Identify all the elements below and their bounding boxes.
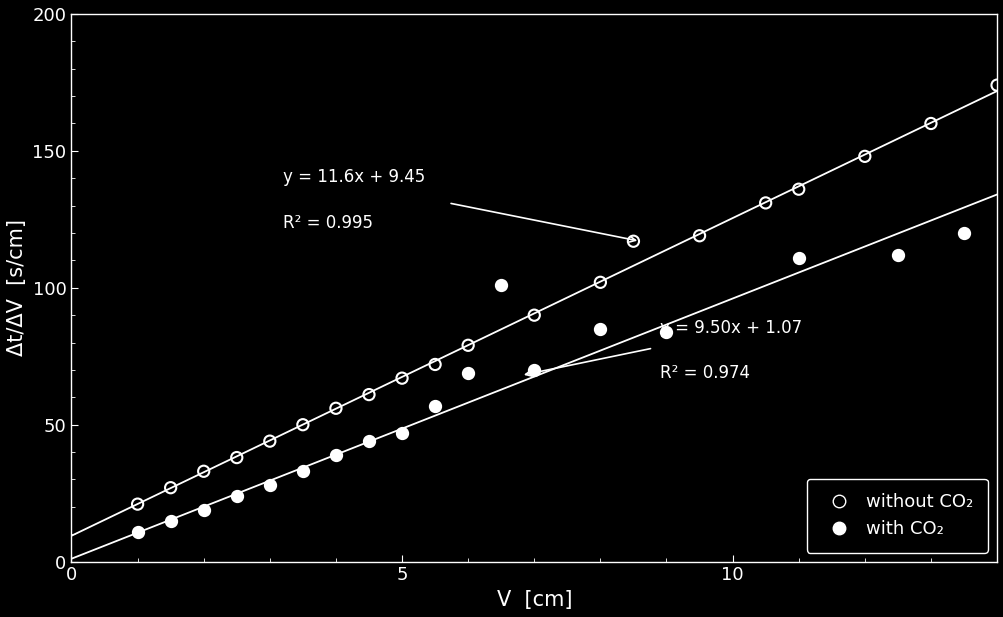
- Text: y = 9.50x + 1.07: y = 9.50x + 1.07: [659, 319, 801, 337]
- Point: [955, 228, 971, 238]
- Point: [757, 198, 773, 208]
- Point: [262, 436, 278, 446]
- Point: [295, 466, 311, 476]
- Point: [526, 310, 542, 320]
- Point: [658, 326, 674, 336]
- Point: [393, 373, 409, 383]
- Point: [922, 118, 938, 128]
- Point: [295, 420, 311, 429]
- Point: [492, 280, 509, 290]
- Point: [988, 80, 1003, 90]
- Point: [393, 428, 409, 438]
- Point: [592, 278, 608, 288]
- Point: [526, 365, 542, 375]
- X-axis label: V  [cm]: V [cm]: [496, 590, 572, 610]
- Point: [129, 526, 145, 536]
- Point: [625, 236, 641, 246]
- Point: [229, 453, 245, 463]
- Point: [262, 480, 278, 490]
- Point: [196, 505, 212, 515]
- Text: R² = 0.974: R² = 0.974: [659, 365, 749, 383]
- Point: [196, 466, 212, 476]
- Point: [691, 231, 707, 241]
- Point: [889, 250, 905, 260]
- Text: R² = 0.995: R² = 0.995: [283, 214, 373, 232]
- Point: [459, 368, 475, 378]
- Point: [426, 400, 442, 410]
- Point: [361, 436, 377, 446]
- Legend: without CO₂, with CO₂: without CO₂, with CO₂: [806, 479, 987, 553]
- Point: [328, 450, 344, 460]
- Point: [162, 482, 179, 492]
- Point: [426, 360, 442, 370]
- Point: [129, 499, 145, 509]
- Point: [361, 390, 377, 400]
- Point: [328, 404, 344, 413]
- Text: y = 11.6x + 9.45: y = 11.6x + 9.45: [283, 168, 425, 186]
- Point: [162, 516, 179, 526]
- Y-axis label: Δt/ΔV  [s/cm]: Δt/ΔV [s/cm]: [7, 219, 27, 356]
- Point: [856, 151, 872, 161]
- Point: [790, 253, 806, 263]
- Point: [459, 341, 475, 350]
- Point: [790, 184, 806, 194]
- Point: [592, 324, 608, 334]
- Point: [229, 491, 245, 501]
